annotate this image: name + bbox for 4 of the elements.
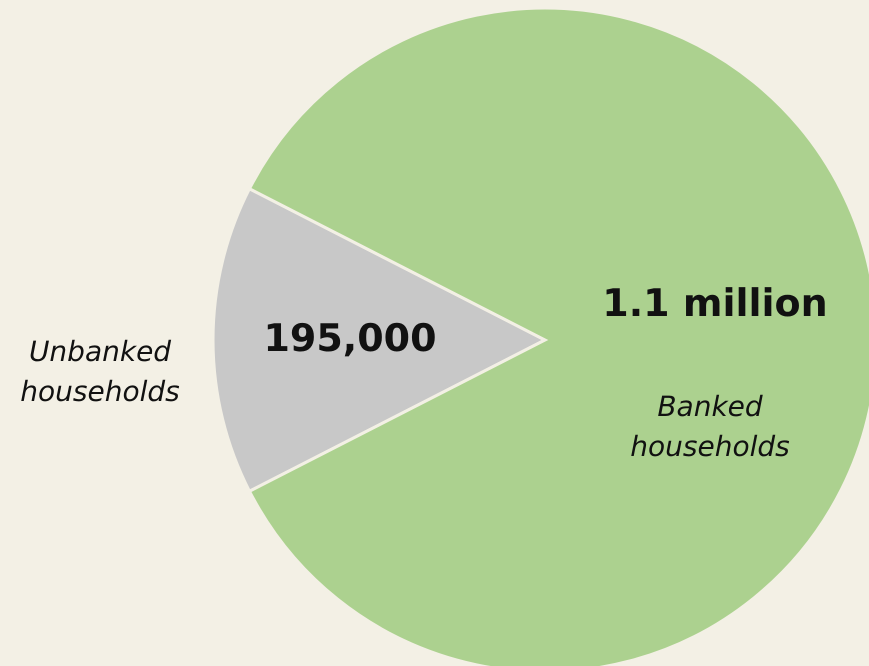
slice-label: Unbanked households: [20, 335, 180, 408]
data-label: 195,000: [263, 316, 437, 360]
data-label: 1.1 million: [602, 281, 828, 325]
slice-label: Banked households: [630, 390, 790, 463]
